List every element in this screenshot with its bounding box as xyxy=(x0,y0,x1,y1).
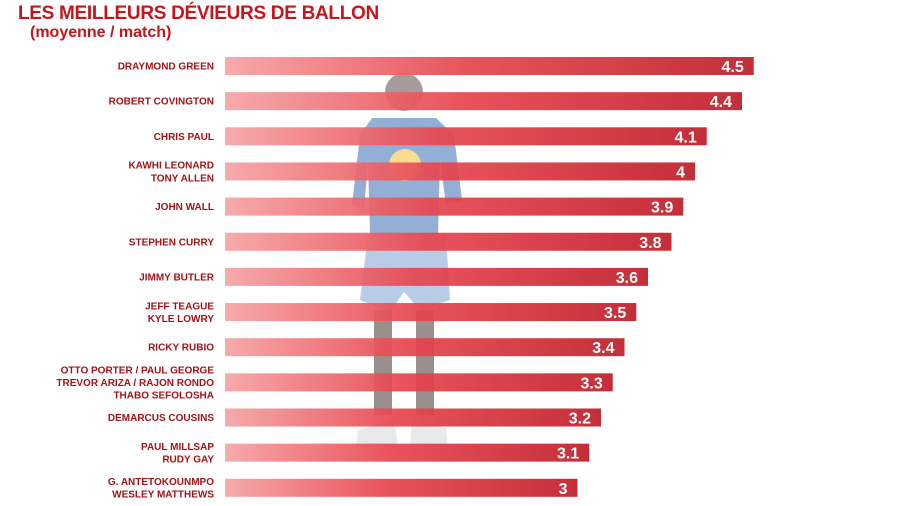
bar xyxy=(225,232,672,251)
bar xyxy=(225,443,590,462)
bar-value-label: 3.8 xyxy=(639,235,661,252)
category-label: PAUL MILLSAP xyxy=(141,442,214,453)
bar xyxy=(225,127,707,146)
bar-value-label: 3 xyxy=(559,481,568,498)
bar-value-label: 4.4 xyxy=(710,94,732,111)
bar xyxy=(225,267,648,286)
bar xyxy=(225,373,613,392)
category-label: CHRIS PAUL xyxy=(154,132,214,143)
bar xyxy=(225,303,637,322)
bar-value-label: 4 xyxy=(676,164,685,181)
bar xyxy=(225,57,754,75)
category-label: KYLE LOWRY xyxy=(148,314,215,325)
bar-value-label: 3.1 xyxy=(557,446,579,463)
bar xyxy=(225,478,578,497)
chart-title: LES MEILLEURS DÉVIEURS DE BALLON xyxy=(18,3,379,24)
bar xyxy=(225,408,601,427)
bar-value-label: 3.3 xyxy=(581,375,603,392)
bar xyxy=(225,197,684,216)
category-label: RICKY RUBIO xyxy=(148,343,214,354)
category-label: THABO SEFOLOSHA xyxy=(113,390,214,401)
bar-value-label: 4.5 xyxy=(722,59,744,76)
category-label: WESLEY MATTHEWS xyxy=(112,490,214,501)
category-label: DEMARCUS COUSINS xyxy=(108,413,214,424)
bar xyxy=(225,338,625,357)
category-label: TONY ALLEN xyxy=(151,173,214,184)
category-label: KAWHI LEONARD xyxy=(128,161,214,172)
bar xyxy=(225,162,695,181)
bar-value-label: 3.4 xyxy=(592,340,614,357)
chart-subtitle: (moyenne / match) xyxy=(30,24,172,41)
bar-value-label: 4.1 xyxy=(675,129,697,146)
category-label: STEPHEN CURRY xyxy=(129,237,215,248)
bar-value-label: 3.9 xyxy=(651,200,673,217)
category-label: TREVOR ARIZA / RAJON RONDO xyxy=(56,378,214,389)
bar-value-label: 3.6 xyxy=(616,270,638,287)
category-label: JIMMY BUTLER xyxy=(139,272,215,283)
category-label: ROBERT COVINGTON xyxy=(109,97,214,108)
category-label: OTTO PORTER / PAUL GEORGE xyxy=(61,365,215,376)
category-label: JEFF TEAGUE xyxy=(145,301,214,312)
category-label: JOHN WALL xyxy=(155,202,214,213)
bar-value-label: 3.5 xyxy=(604,305,626,322)
category-label: DRAYMOND GREEN xyxy=(118,62,214,73)
bar xyxy=(225,92,742,111)
bar-value-label: 3.2 xyxy=(569,411,591,428)
category-label: RUDY GAY xyxy=(162,454,214,465)
category-label: G. ANTETOKOUNMPO xyxy=(108,477,214,488)
